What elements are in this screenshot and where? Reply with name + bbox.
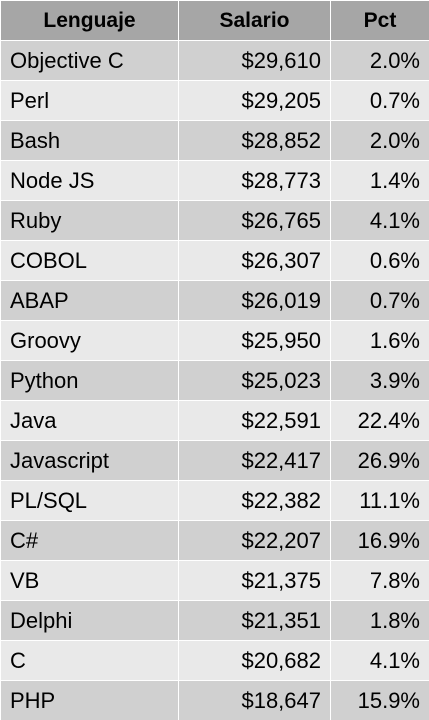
table-row: VB $21,375 7.8% <box>0 560 429 601</box>
value-cell: 2.0% <box>330 120 429 161</box>
table-row: Groovy $25,950 1.6% <box>0 320 429 361</box>
value-cell: $22,417 <box>178 440 331 481</box>
value-cell: $21,351 <box>178 600 331 641</box>
value-cell: $18,647 <box>178 680 331 720</box>
value-cell: $26,765 <box>178 200 331 241</box>
value-cell: $25,950 <box>178 320 331 361</box>
value-cell: 0.6% <box>330 240 429 281</box>
language-cell: C <box>0 640 179 681</box>
value-cell: 3.9% <box>330 360 429 401</box>
value-cell: $22,382 <box>178 480 331 521</box>
language-cell: Node JS <box>0 160 179 201</box>
value-cell: $25,023 <box>178 360 331 401</box>
value-cell: 15.9% <box>330 680 429 720</box>
table-row: C $20,682 4.1% <box>0 640 429 681</box>
header-cell: Salario <box>178 0 331 41</box>
table-row: Python $25,023 3.9% <box>0 360 429 401</box>
value-cell: $20,682 <box>178 640 331 681</box>
language-cell: Java <box>0 400 179 441</box>
value-cell: 1.8% <box>330 600 429 641</box>
table-row: COBOL $26,307 0.6% <box>0 240 429 281</box>
table-row: PHP $18,647 15.9% <box>0 680 429 720</box>
value-cell: 0.7% <box>330 80 429 121</box>
value-cell: 22.4% <box>330 400 429 441</box>
table-row: PL/SQL $22,382 11.1% <box>0 480 429 521</box>
value-cell: $22,591 <box>178 400 331 441</box>
header-cell: Lenguaje <box>0 0 179 41</box>
value-cell: $29,610 <box>178 40 331 81</box>
language-cell: Delphi <box>0 600 179 641</box>
language-cell: Objective C <box>0 40 179 81</box>
value-cell: $29,205 <box>178 80 331 121</box>
table-row: Delphi $21,351 1.8% <box>0 600 429 641</box>
table-row: Bash $28,852 2.0% <box>0 120 429 161</box>
value-cell: $26,019 <box>178 280 331 321</box>
header-cell: Pct <box>330 0 429 41</box>
value-cell: 16.9% <box>330 520 429 561</box>
value-cell: $21,375 <box>178 560 331 601</box>
table-row: Javascript $22,417 26.9% <box>0 440 429 481</box>
value-cell: 1.6% <box>330 320 429 361</box>
value-cell: 4.1% <box>330 200 429 241</box>
language-cell: Groovy <box>0 320 179 361</box>
table-row: C# $22,207 16.9% <box>0 520 429 561</box>
table-row: ABAP $26,019 0.7% <box>0 280 429 321</box>
language-cell: VB <box>0 560 179 601</box>
language-cell: PL/SQL <box>0 480 179 521</box>
table-row: Node JS $28,773 1.4% <box>0 160 429 201</box>
value-cell: $28,773 <box>178 160 331 201</box>
value-cell: 1.4% <box>330 160 429 201</box>
language-cell: COBOL <box>0 240 179 281</box>
value-cell: 4.1% <box>330 640 429 681</box>
language-cell: Ruby <box>0 200 179 241</box>
table-row: Objective C $29,610 2.0% <box>0 40 429 81</box>
value-cell: $28,852 <box>178 120 331 161</box>
value-cell: 7.8% <box>330 560 429 601</box>
language-cell: PHP <box>0 680 179 720</box>
language-cell: Python <box>0 360 179 401</box>
language-cell: ABAP <box>0 280 179 321</box>
header-row: Lenguaje Salario Pct <box>0 0 429 41</box>
table-body: Objective C $29,610 2.0% Perl $29,205 0.7% Bas… <box>0 40 429 720</box>
language-cell: C# <box>0 520 179 561</box>
value-cell: 26.9% <box>330 440 429 481</box>
table-row: Perl $29,205 0.7% <box>0 80 429 121</box>
value-cell: 11.1% <box>330 480 429 521</box>
value-cell: 0.7% <box>330 280 429 321</box>
language-cell: Bash <box>0 120 179 161</box>
table-row: Ruby $26,765 4.1% <box>0 200 429 241</box>
language-cell: Perl <box>0 80 179 121</box>
value-cell: $26,307 <box>178 240 331 281</box>
value-cell: 2.0% <box>330 40 429 81</box>
value-cell: $22,207 <box>178 520 331 561</box>
language-cell: Javascript <box>0 440 179 481</box>
table-row: Java $22,591 22.4% <box>0 400 429 441</box>
